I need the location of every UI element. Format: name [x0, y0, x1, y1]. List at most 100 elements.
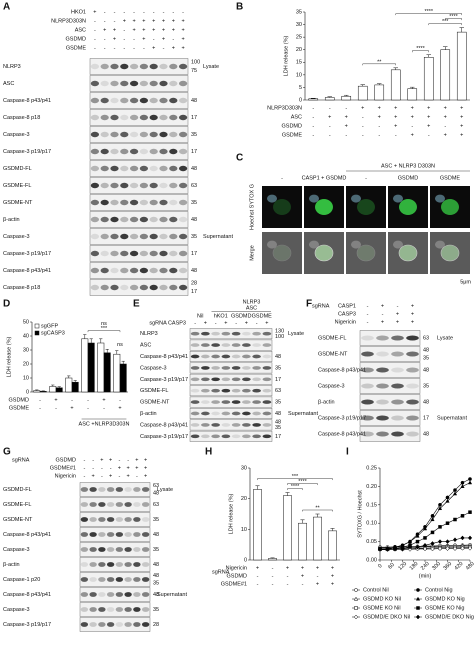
blot-band	[169, 233, 178, 240]
point	[445, 498, 450, 503]
blot-band	[98, 607, 106, 612]
condition-sign: +	[70, 405, 73, 411]
condition-label: GSDMD	[56, 457, 77, 463]
condition-sign: +	[378, 114, 381, 120]
blot-band	[211, 423, 220, 427]
blot-band	[242, 366, 251, 370]
column-header: GSDMD	[398, 175, 419, 181]
condition-label: GSDMD	[227, 573, 248, 579]
point	[467, 535, 473, 541]
blot-band	[120, 216, 129, 223]
y-tick-label: 30	[23, 347, 29, 353]
condition-sign: +	[224, 320, 227, 326]
condition-sign: -	[94, 18, 96, 24]
blot-band	[149, 63, 158, 70]
blot-band	[139, 199, 149, 206]
blot-band	[361, 367, 374, 373]
condition-sign: -	[104, 9, 106, 15]
blot-band	[201, 331, 210, 336]
blot-band	[361, 415, 374, 421]
condition-sign: +	[411, 319, 414, 325]
point	[407, 544, 413, 550]
size-marker: 63	[153, 502, 159, 508]
blot-band	[124, 577, 132, 582]
blot-band	[169, 216, 178, 223]
cell	[441, 199, 459, 215]
bar	[341, 95, 352, 101]
blot-band	[361, 383, 374, 389]
blot-band	[169, 97, 178, 104]
sig-bracket	[362, 63, 396, 66]
condition-sign: -	[312, 132, 314, 138]
condition-sign: -	[87, 397, 89, 403]
blot-band	[242, 354, 251, 359]
condition-sign: -	[114, 18, 116, 24]
blot-band	[211, 377, 220, 382]
band-label: β-actin	[140, 411, 157, 417]
condition-sign: -	[362, 123, 364, 129]
blot-band	[391, 367, 404, 373]
blot-band	[106, 592, 115, 597]
blot-band	[159, 233, 168, 240]
blot-band	[90, 216, 100, 223]
cell	[357, 199, 375, 215]
blot-band	[106, 487, 115, 492]
blot-band	[231, 331, 241, 336]
condition-sign: +	[100, 457, 103, 463]
blot-band	[98, 577, 106, 582]
blot-band	[149, 165, 158, 172]
blot-band	[89, 487, 97, 492]
condition-sign: -	[172, 9, 174, 15]
point	[422, 546, 428, 552]
condition-sign: +	[172, 18, 175, 24]
condition-label: sgRNA CASP3	[149, 320, 186, 326]
blot-band	[141, 487, 150, 492]
sig-label: ns	[117, 342, 123, 348]
blot-band	[120, 250, 129, 257]
condition-sign: -	[345, 132, 347, 138]
blot-band	[89, 577, 97, 582]
cell	[309, 240, 319, 249]
blot-band	[149, 284, 158, 291]
blot-strip	[89, 211, 189, 228]
blot-band	[231, 366, 241, 370]
blot-band	[242, 411, 251, 416]
blot-band	[391, 335, 404, 341]
point	[438, 502, 442, 507]
blot-band	[159, 182, 168, 189]
blot-band	[178, 199, 188, 206]
blot-band	[120, 284, 129, 291]
blot-band	[361, 351, 374, 357]
blot-band	[100, 267, 109, 274]
condition-sign: +	[181, 36, 184, 42]
blot-band	[169, 182, 178, 189]
condition-sign: +	[411, 105, 414, 111]
blot-band	[80, 517, 89, 522]
blot-strip	[189, 362, 273, 374]
micrograph	[346, 186, 386, 228]
condition-sign: +	[172, 27, 175, 33]
condition-sign: +	[411, 303, 414, 309]
condition-sign: -	[378, 123, 380, 129]
point	[467, 545, 473, 551]
blot-band	[129, 233, 139, 240]
blot-band	[115, 487, 124, 492]
blot-band	[98, 502, 106, 507]
bar	[55, 387, 63, 393]
blot-band	[120, 63, 129, 70]
cell	[309, 194, 319, 203]
column-header: CASP1 + GSDMD	[302, 175, 347, 181]
blot-band	[201, 388, 210, 393]
blot-band	[149, 199, 158, 206]
band-label: GSDME-NT	[3, 517, 33, 523]
panel-label: H	[205, 447, 212, 458]
condition-sign: -	[312, 105, 314, 111]
size-marker: 35	[191, 234, 197, 240]
band-label: Caspase-1 p20	[3, 577, 40, 583]
blot-band	[221, 377, 231, 382]
blot-band	[252, 423, 261, 427]
blot-band	[106, 517, 115, 522]
y-tick-label: 40	[23, 333, 29, 339]
blot-band	[124, 622, 132, 627]
blot-band	[252, 411, 261, 416]
